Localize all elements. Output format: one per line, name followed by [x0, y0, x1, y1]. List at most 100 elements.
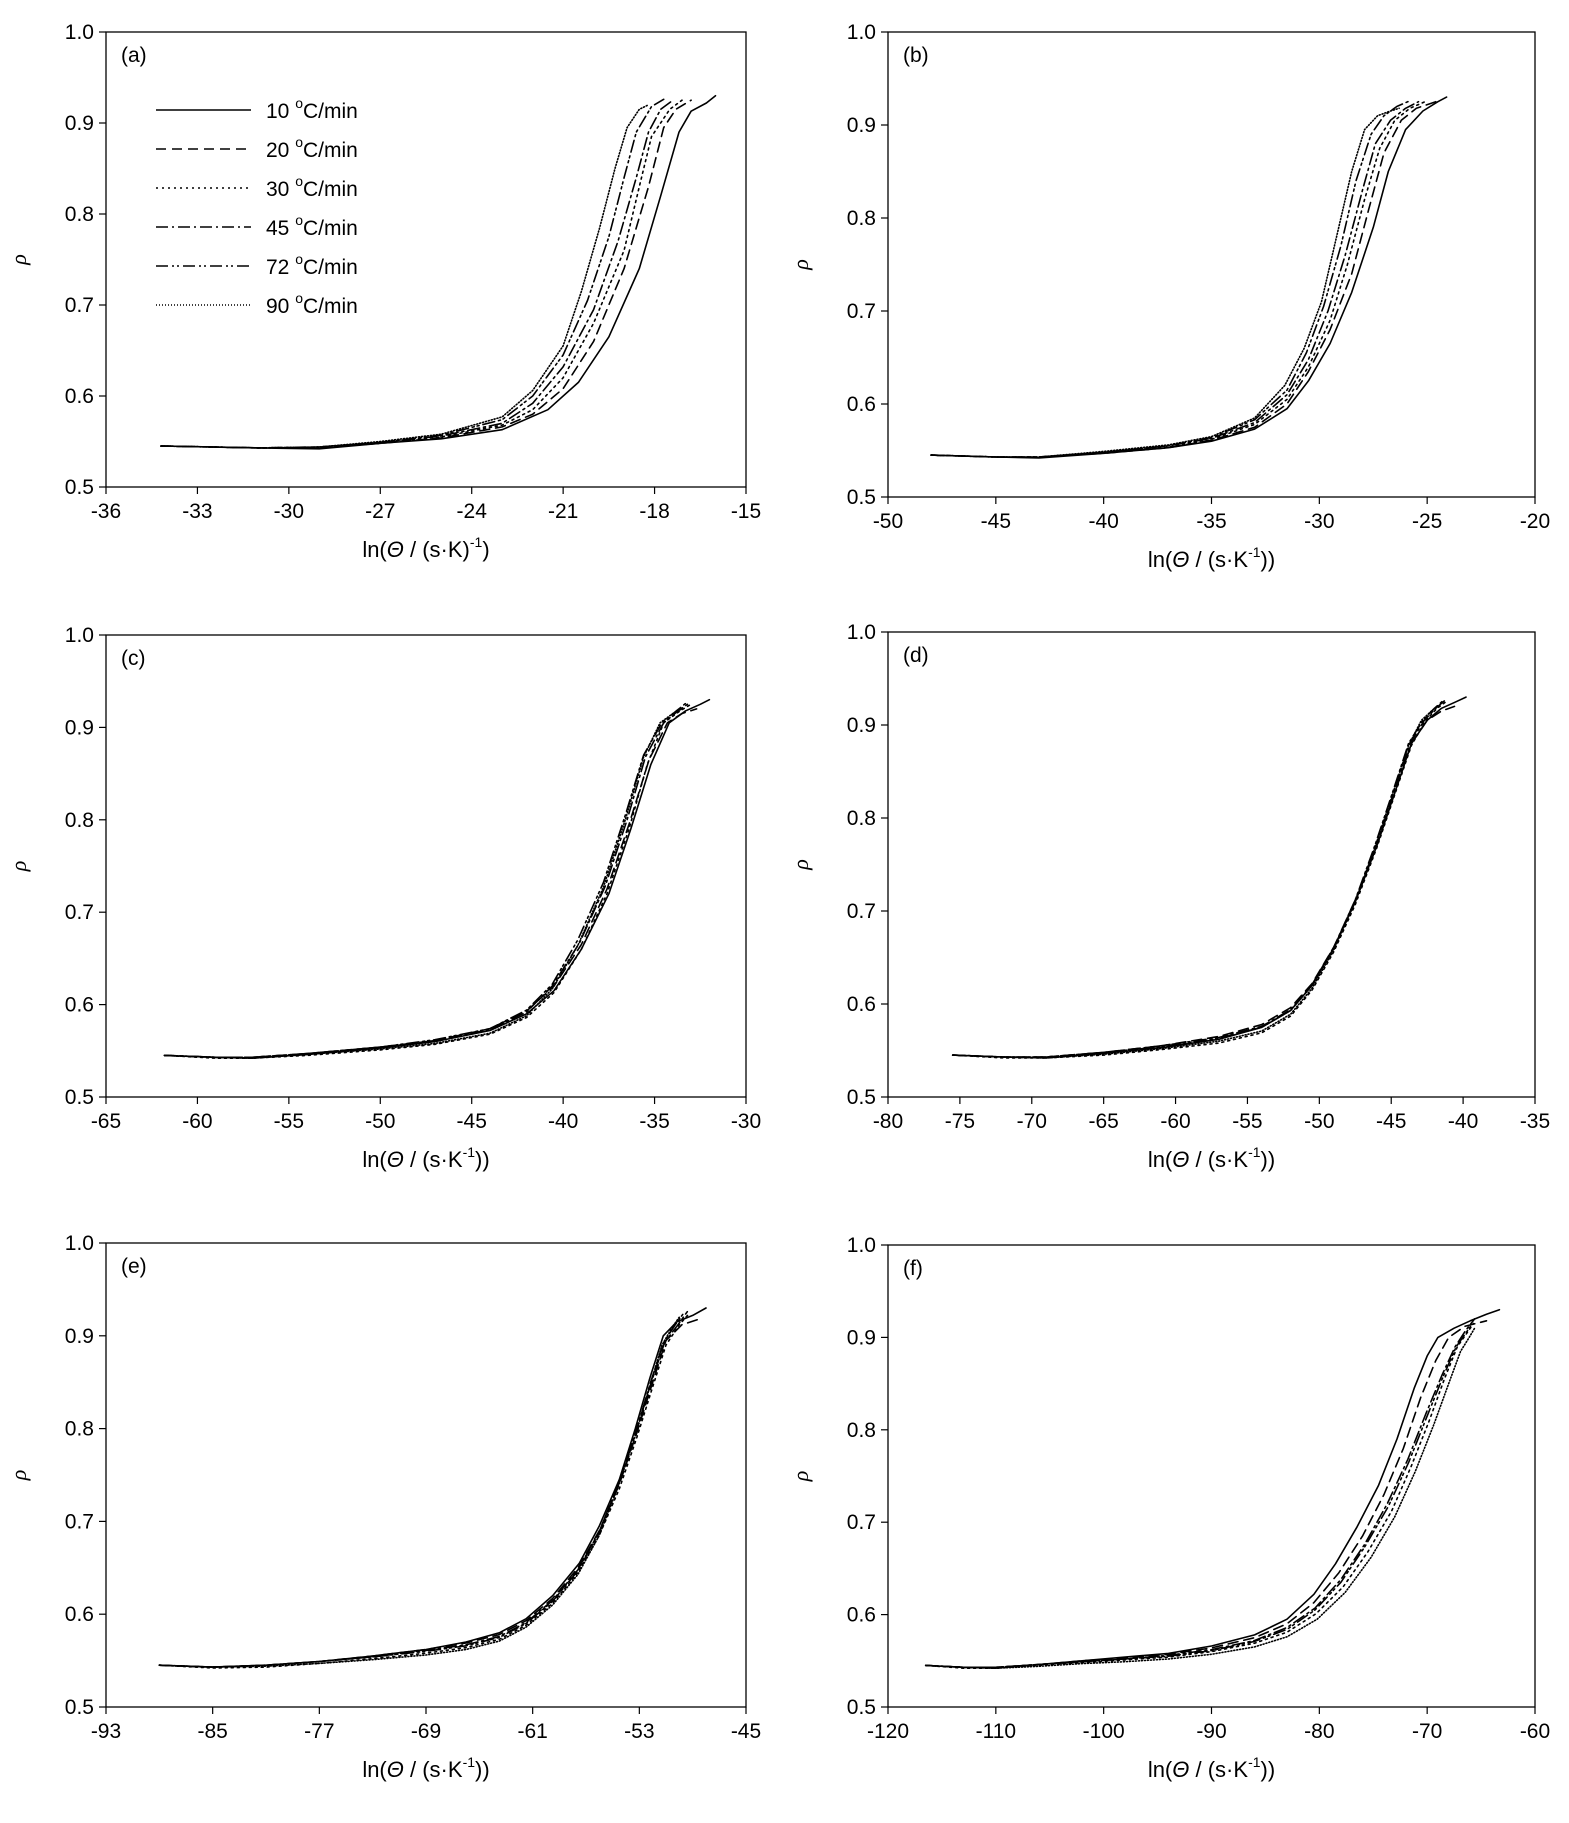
x-tick-label: -110 — [976, 1720, 1016, 1743]
x-axis-label-post: )) — [1261, 1757, 1276, 1782]
legend-degree-sup: o — [295, 173, 303, 189]
x-axis-label-sup: -1 — [1248, 1754, 1261, 1770]
x-tick-label: -53 — [624, 1720, 654, 1743]
y-tick-label: 1.0 — [65, 1232, 94, 1255]
legend-unit: C/min — [303, 295, 358, 318]
y-tick-label: 0.6 — [65, 994, 94, 1017]
y-tick-label: 0.6 — [847, 393, 876, 416]
x-tick-label: -20 — [1520, 510, 1550, 533]
chart-panel-d: -80 -75 -70 -65 -60 -55 -50 -45 -40 -35 0.5 0.6 0.7 0… — [788, 621, 1550, 1172]
x-axis-label-mid: / (s·K — [1189, 1757, 1248, 1782]
y-axis-label: ρ — [788, 859, 813, 871]
x-axis-label-sup: -1 — [463, 1144, 476, 1160]
series-line-f-5 — [924, 1322, 1474, 1669]
x-tick-label: -45 — [457, 1110, 487, 1133]
x-tick-label: -65 — [91, 1110, 121, 1133]
y-tick-label: 0.5 — [847, 1086, 876, 1109]
x-tick-label: -55 — [274, 1110, 304, 1133]
x-tick-label: -60 — [1160, 1110, 1190, 1133]
x-tick-label: -21 — [548, 500, 578, 523]
x-tick-label: -40 — [1448, 1110, 1478, 1133]
panel-label: (f) — [903, 1257, 923, 1280]
x-tick-label: -18 — [639, 500, 669, 523]
x-tick-label: -60 — [1520, 1720, 1550, 1743]
y-tick-label: 0.7 — [847, 900, 876, 923]
x-axis-label-theta: Θ — [387, 1757, 404, 1782]
plot-frame — [105, 31, 747, 488]
y-tick-label: 0.8 — [847, 807, 876, 830]
x-tick-label: -35 — [1520, 1110, 1550, 1133]
legend-rate-value: 30 — [266, 178, 289, 201]
plot-frame — [105, 634, 747, 1098]
y-tick-label: 0.9 — [65, 112, 94, 135]
y-tick-label: 0.6 — [65, 385, 94, 408]
y-tick-label: 0.5 — [65, 1086, 94, 1109]
x-tick-label: -77 — [304, 1720, 334, 1743]
x-tick-label: -75 — [945, 1110, 975, 1133]
x-axis-label-theta: Θ — [1172, 1757, 1189, 1782]
legend-unit: C/min — [303, 217, 358, 240]
legend-unit: C/min — [303, 178, 358, 201]
plot-frame — [887, 631, 1536, 1098]
chart-panel-e: -93 -85 -77 -69 -61 -53 -45 0.5 0.6 0.7 0.8 0.9 1.0 (… — [6, 1232, 761, 1782]
panel-label: (b) — [903, 44, 929, 67]
x-tick-label: -100 — [1083, 1720, 1125, 1743]
legend-entry: 10 oC/min — [266, 95, 358, 123]
legend-rate-value: 20 — [266, 139, 289, 162]
legend-degree-sup: o — [295, 290, 303, 306]
x-axis-label-mid: / (s·K — [1189, 1147, 1248, 1172]
series-line-a-6 — [160, 104, 650, 449]
y-tick-label: 1.0 — [65, 21, 94, 44]
series-line-d-6 — [951, 705, 1438, 1059]
y-tick-label: 0.8 — [847, 207, 876, 230]
chart-panel-a: -36 -33 -30 -27 -24 -21 -18 -15 0.5 0.6 0.7 0.8 0.9 1… — [6, 21, 761, 562]
x-tick-label: -30 — [1304, 510, 1334, 533]
y-tick-label: 0.9 — [65, 1325, 94, 1348]
y-tick-label: 0.5 — [847, 1696, 876, 1719]
y-tick-label: 0.6 — [847, 1604, 876, 1627]
legend-entry: 72 oC/min — [266, 251, 358, 279]
x-tick-label: -70 — [1017, 1110, 1047, 1133]
x-axis-label-theta: Θ — [387, 1147, 404, 1172]
x-tick-label: -70 — [1412, 1720, 1442, 1743]
y-axis-label: ρ — [6, 254, 31, 266]
x-axis-label: ln(Θ / (s·K-1)) — [362, 1754, 489, 1782]
x-axis-label-theta: Θ — [1172, 1147, 1189, 1172]
series-line-b-6 — [930, 107, 1400, 458]
x-axis-label: ln(Θ / (s·K-1)) — [1148, 1144, 1275, 1172]
legend-degree-sup: o — [295, 251, 303, 267]
x-tick-label: -24 — [457, 500, 488, 523]
x-tick-label: -80 — [1304, 1720, 1334, 1743]
x-axis-label-pre: ln( — [1148, 1147, 1173, 1172]
y-tick-label: 0.9 — [847, 1326, 876, 1349]
y-tick-label: 0.7 — [65, 1510, 94, 1533]
y-tick-label: 0.6 — [65, 1603, 94, 1626]
x-axis-label-theta: Θ — [1172, 547, 1189, 572]
panel-label: (e) — [121, 1255, 147, 1278]
x-axis-label-post: )) — [1261, 547, 1276, 572]
y-tick-label: 0.5 — [847, 486, 876, 509]
x-axis-label-pre: ln( — [362, 537, 387, 562]
x-axis-label-sup: -1 — [463, 1754, 476, 1770]
x-tick-label: -33 — [182, 500, 212, 523]
x-axis-label: ln(Θ / (s·K-1)) — [362, 1144, 489, 1172]
x-axis-label-pre: ln( — [1148, 1757, 1173, 1782]
x-tick-label: -40 — [1088, 510, 1118, 533]
x-tick-label: -30 — [274, 500, 304, 523]
x-tick-label: -36 — [91, 500, 121, 523]
y-tick-label: 0.5 — [65, 476, 94, 499]
y-tick-label: 0.8 — [65, 809, 94, 832]
x-tick-label: -60 — [182, 1110, 212, 1133]
y-tick-label: 1.0 — [65, 624, 94, 647]
legend-entry: 45 oC/min — [266, 212, 358, 240]
series-line-f-3 — [924, 1322, 1475, 1669]
x-tick-label: -30 — [731, 1110, 761, 1133]
x-axis-label-mid: / (s·K) — [404, 537, 470, 562]
y-tick-label: 0.9 — [847, 714, 876, 737]
y-tick-label: 0.9 — [65, 716, 94, 739]
panel-label: (a) — [121, 44, 147, 67]
x-tick-label: -45 — [1376, 1110, 1406, 1133]
